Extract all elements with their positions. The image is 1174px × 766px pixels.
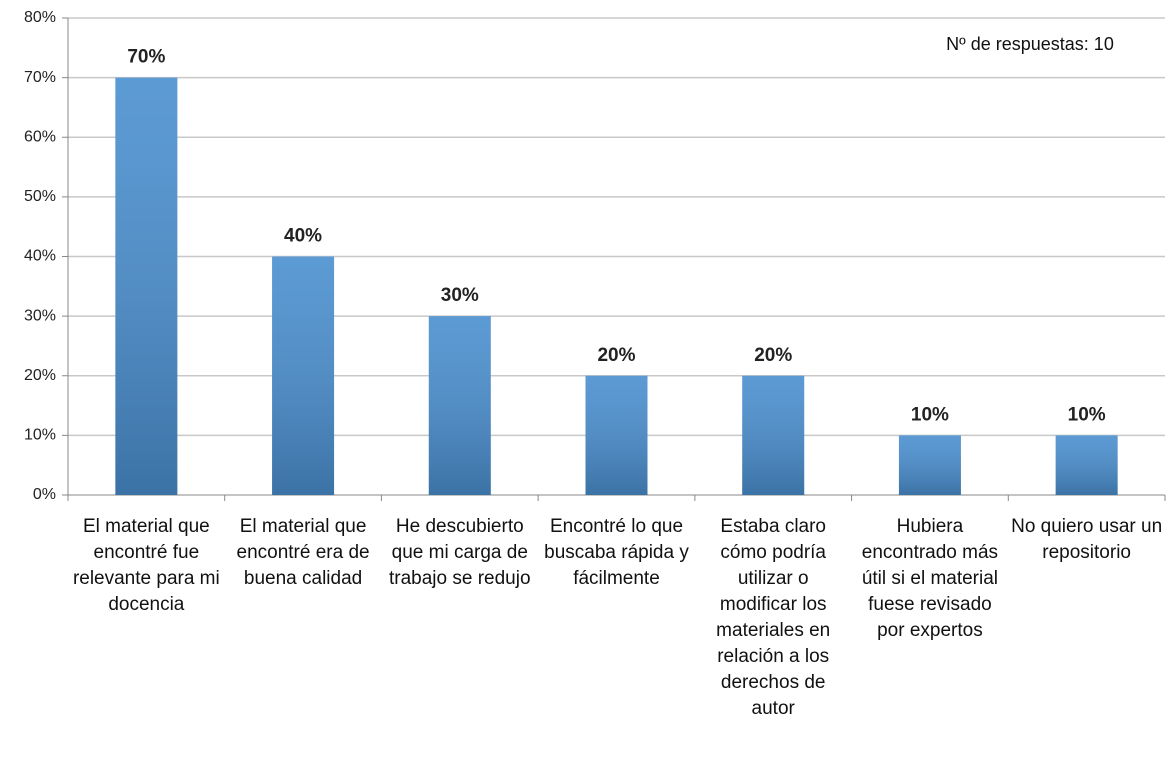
bar-shade: [898, 435, 961, 495]
y-tick-label: 60%: [24, 128, 56, 145]
value-label: 20%: [597, 345, 635, 366]
bar-shade: [1055, 435, 1118, 495]
annotation: Nº de respuestas: 10: [895, 22, 1165, 66]
x-tick-label: Encontré lo que buscaba rápida y fácilme…: [544, 516, 689, 589]
y-tick-label: 20%: [24, 367, 56, 384]
value-label: 70%: [127, 47, 165, 68]
x-tick-label: El material que encontré era de buena ca…: [236, 516, 370, 589]
x-tick-label: No quiero usar un repositorio: [1011, 516, 1163, 563]
bar-shade: [585, 375, 648, 495]
bar-shade: [272, 256, 335, 495]
y-tick-label: 70%: [24, 69, 56, 86]
bar-shade: [742, 375, 805, 495]
y-tick-label: 30%: [24, 307, 56, 324]
x-tick-label: Hubiera encontrado más útil si el materi…: [861, 516, 999, 641]
value-label: 30%: [441, 285, 479, 306]
x-tick-label: El material que encontré fue relevante p…: [72, 516, 220, 615]
y-tick-label: 0%: [33, 486, 56, 503]
y-tick-label: 40%: [24, 248, 56, 265]
y-tick-label: 80%: [24, 9, 56, 26]
bar-shade: [428, 316, 491, 495]
y-tick-label: 50%: [24, 188, 56, 205]
x-tick-label: He descubierto que mi carga de trabajo s…: [389, 516, 531, 589]
value-label: 40%: [284, 226, 322, 247]
x-tick-label: Estaba claro cómo podría utilizar o modi…: [716, 516, 831, 719]
value-label: 10%: [1068, 404, 1106, 425]
value-label: 20%: [754, 345, 792, 366]
bar-shade: [115, 77, 178, 495]
value-label: 10%: [911, 404, 949, 425]
y-tick-label: 10%: [24, 427, 56, 444]
